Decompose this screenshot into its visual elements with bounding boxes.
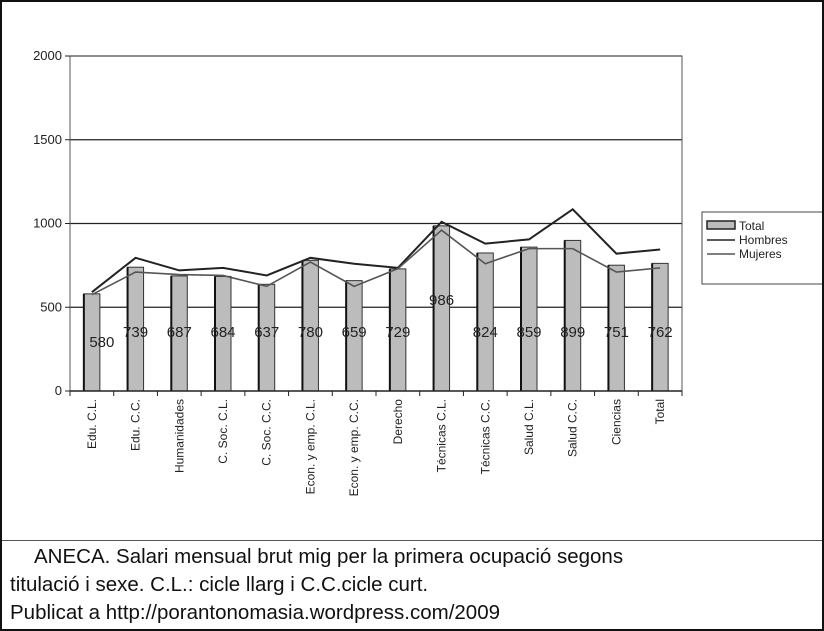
- y-tick-label: 1500: [33, 132, 62, 147]
- legend-swatch-total: [706, 220, 736, 230]
- data-label: 684: [210, 324, 235, 341]
- y-tick-label: 0: [55, 383, 62, 398]
- data-label: 751: [604, 324, 629, 341]
- y-tick-label: 500: [40, 299, 62, 314]
- caption-line-2: titulació i sexe. C.L.: cicle llarg i C.…: [10, 573, 429, 596]
- x-tick-label: Edu. C.C.: [129, 399, 143, 451]
- data-label: 899: [560, 324, 585, 341]
- caption-line-1: ANECA. Salari mensual brut mig per la pr…: [34, 545, 624, 568]
- legend-label: Mujeres: [739, 247, 782, 261]
- x-tick-label: Humanidades: [172, 399, 186, 473]
- data-label: 687: [167, 324, 192, 341]
- x-tick-label: Ciencias: [609, 399, 623, 445]
- data-label: 859: [516, 324, 541, 341]
- caption-line-3: Publicat a http://porantonomasia.wordpre…: [10, 601, 500, 624]
- x-tick-label: Derecho: [391, 399, 405, 445]
- y-tick-label: 2000: [33, 48, 62, 63]
- line-mujeres: [91, 229, 661, 296]
- y-tick-label: 1000: [33, 216, 62, 231]
- x-tick-label: Total: [653, 399, 667, 424]
- x-tick-label: Técnicas C.C.: [478, 399, 492, 474]
- x-tick-label: Salud C.C.: [566, 399, 580, 457]
- salary-chart: 0 500 1000 1500 2000 Edu. C.L. Edu. C.C. Human…: [33, 48, 822, 496]
- data-label: 729: [385, 324, 410, 341]
- x-tick-label: Econ. y emp. C.L.: [303, 399, 317, 494]
- x-tick-label: C. Soc. C.L.: [216, 399, 230, 464]
- x-tick-label: Edu. C.L.: [85, 399, 99, 449]
- data-label: 824: [473, 324, 498, 341]
- caption-divider: [2, 540, 822, 541]
- data-label: 580: [89, 334, 114, 351]
- line-hombres: [91, 207, 661, 293]
- x-tick-label: Econ. y emp. C.C.: [347, 399, 361, 496]
- data-label: 739: [123, 324, 148, 341]
- legend-label: Total: [739, 219, 764, 233]
- data-label: 986: [429, 292, 454, 309]
- x-tick-label: Salud C.L.: [522, 399, 536, 455]
- data-label: 637: [254, 324, 279, 341]
- bar-total: [520, 246, 538, 392]
- bar-total: [564, 239, 582, 392]
- legend-label: Hombres: [739, 233, 788, 247]
- x-tick-label: C. Soc. C.C.: [260, 399, 274, 466]
- data-label: 762: [648, 324, 673, 341]
- caption: ANECA. Salari mensual brut mig per la pr…: [10, 543, 816, 627]
- bar-total: [476, 252, 494, 392]
- x-tick-label: Técnicas C.L.: [435, 399, 449, 472]
- data-label: 659: [342, 324, 367, 341]
- data-label: 780: [298, 324, 323, 341]
